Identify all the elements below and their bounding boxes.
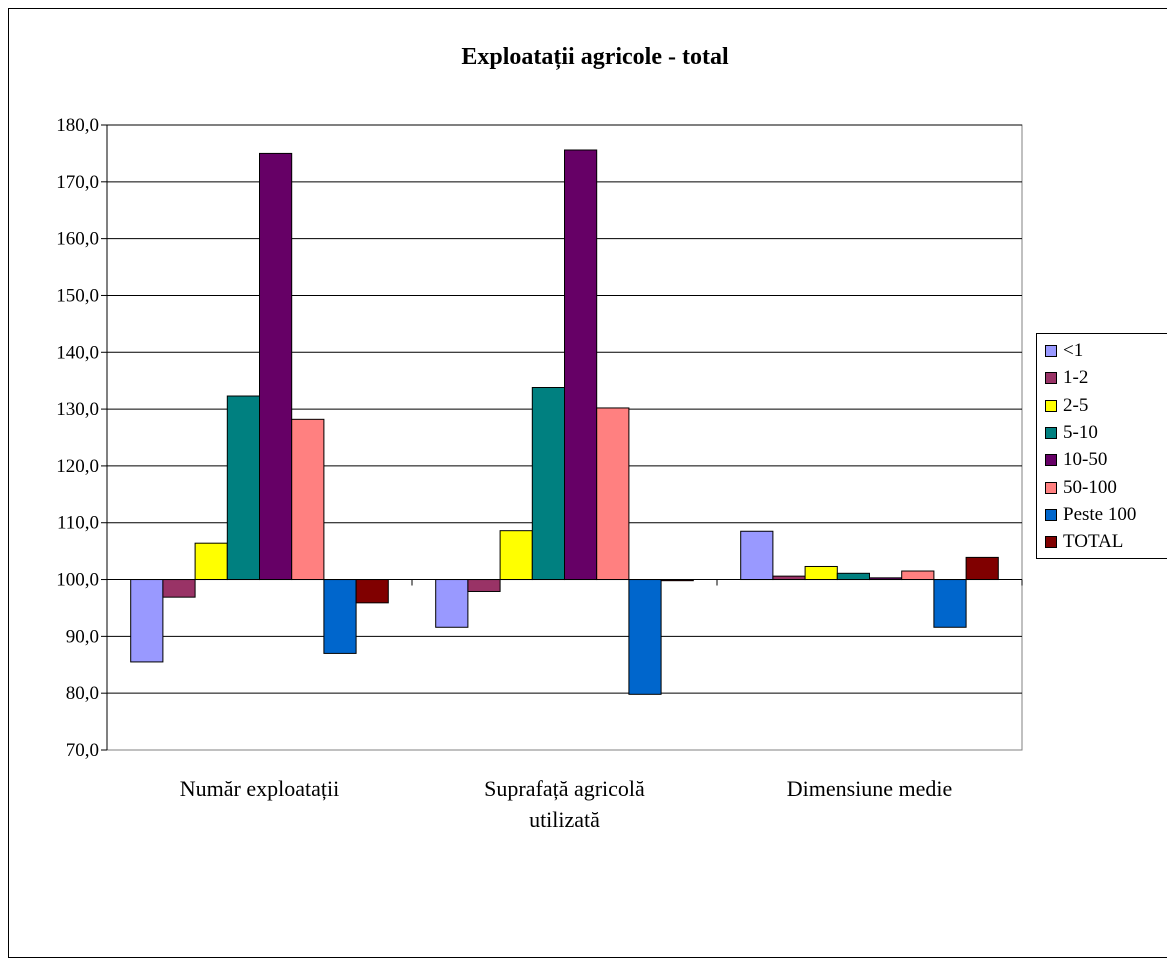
- legend-label: 1-2: [1063, 367, 1089, 389]
- bar: [836, 572, 870, 581]
- legend-item: 50-100: [1045, 476, 1117, 500]
- bar: [596, 407, 630, 581]
- bar: [355, 579, 389, 604]
- legend-item: 10-50: [1045, 448, 1107, 472]
- bars: [130, 149, 999, 695]
- legend-swatch: [1045, 345, 1057, 357]
- y-tick-label: 140,0: [56, 342, 99, 363]
- x-category-label: utilizată: [529, 807, 600, 832]
- legend-label: 5-10: [1063, 421, 1098, 443]
- legend-item: 1-2: [1045, 366, 1088, 390]
- bar: [467, 579, 501, 592]
- bar: [323, 579, 357, 654]
- x-category-label: Dimensiune medie: [787, 776, 953, 801]
- legend-label: Peste 100: [1063, 503, 1137, 525]
- legend-swatch: [1045, 372, 1057, 385]
- legend-item: 2-5: [1045, 394, 1088, 418]
- y-tick-label: 130,0: [56, 399, 99, 420]
- bar: [804, 565, 838, 581]
- chart-title: Exploatații agricole - total: [461, 44, 729, 70]
- x-category-label: Număr exploatații: [180, 776, 339, 801]
- y-tick-label: 70,0: [66, 740, 99, 761]
- bar: [531, 387, 565, 581]
- legend-item: Peste 100: [1045, 503, 1136, 527]
- y-tick-label: 170,0: [56, 172, 99, 193]
- bar: [259, 152, 293, 581]
- y-tick-label: 150,0: [56, 285, 99, 306]
- bar: [162, 579, 196, 598]
- y-tick-label: 160,0: [56, 229, 99, 250]
- bar: [291, 418, 325, 581]
- y-tick-label: 90,0: [66, 626, 99, 647]
- bar: [901, 570, 935, 581]
- bar: [435, 579, 469, 628]
- bar: [933, 579, 967, 628]
- x-category-label: Suprafață agricolă: [484, 776, 645, 801]
- y-tick-label: 120,0: [56, 456, 99, 477]
- bar: [499, 530, 533, 581]
- legend-swatch: [1045, 454, 1057, 467]
- bar: [226, 395, 261, 581]
- bar-chart: 70,0 80,0 90,0 100,0 110,0 120,0 130,0 140,0 150…: [56, 115, 1023, 832]
- legend-label: <1: [1063, 340, 1084, 361]
- legend-swatch: [1045, 399, 1057, 412]
- bar: [628, 579, 662, 695]
- bar: [564, 149, 598, 581]
- legend-swatch: [1045, 426, 1057, 439]
- legend-item: <1: [1045, 339, 1083, 363]
- bar: [772, 575, 806, 581]
- legend-item: TOTAL: [1045, 530, 1123, 554]
- y-tick-label: 100,0: [56, 570, 99, 591]
- bar: [965, 556, 999, 581]
- y-tick-label: 80,0: [66, 683, 99, 704]
- y-tick-label: 110,0: [57, 513, 99, 534]
- legend-swatch: [1045, 536, 1057, 549]
- legend: <1 1-2 2-5 5-10 10-50 50-100 Peste 100 TOTAL: [1036, 333, 1167, 559]
- legend-label: 2-5: [1063, 394, 1089, 416]
- axes: 70,0 80,0 90,0 100,0 110,0 120,0 130,0 140,0 150…: [56, 115, 1023, 832]
- legend-label: 10-50: [1063, 449, 1108, 471]
- bar: [194, 542, 228, 581]
- legend-item: 5-10: [1045, 421, 1098, 445]
- y-tick-label: 180,0: [56, 115, 99, 136]
- bar: [130, 579, 164, 663]
- legend-label: TOTAL: [1063, 531, 1124, 553]
- legend-swatch: [1045, 481, 1057, 494]
- legend-swatch: [1045, 508, 1057, 521]
- bar: [740, 530, 774, 581]
- legend-label: 50-100: [1063, 476, 1117, 498]
